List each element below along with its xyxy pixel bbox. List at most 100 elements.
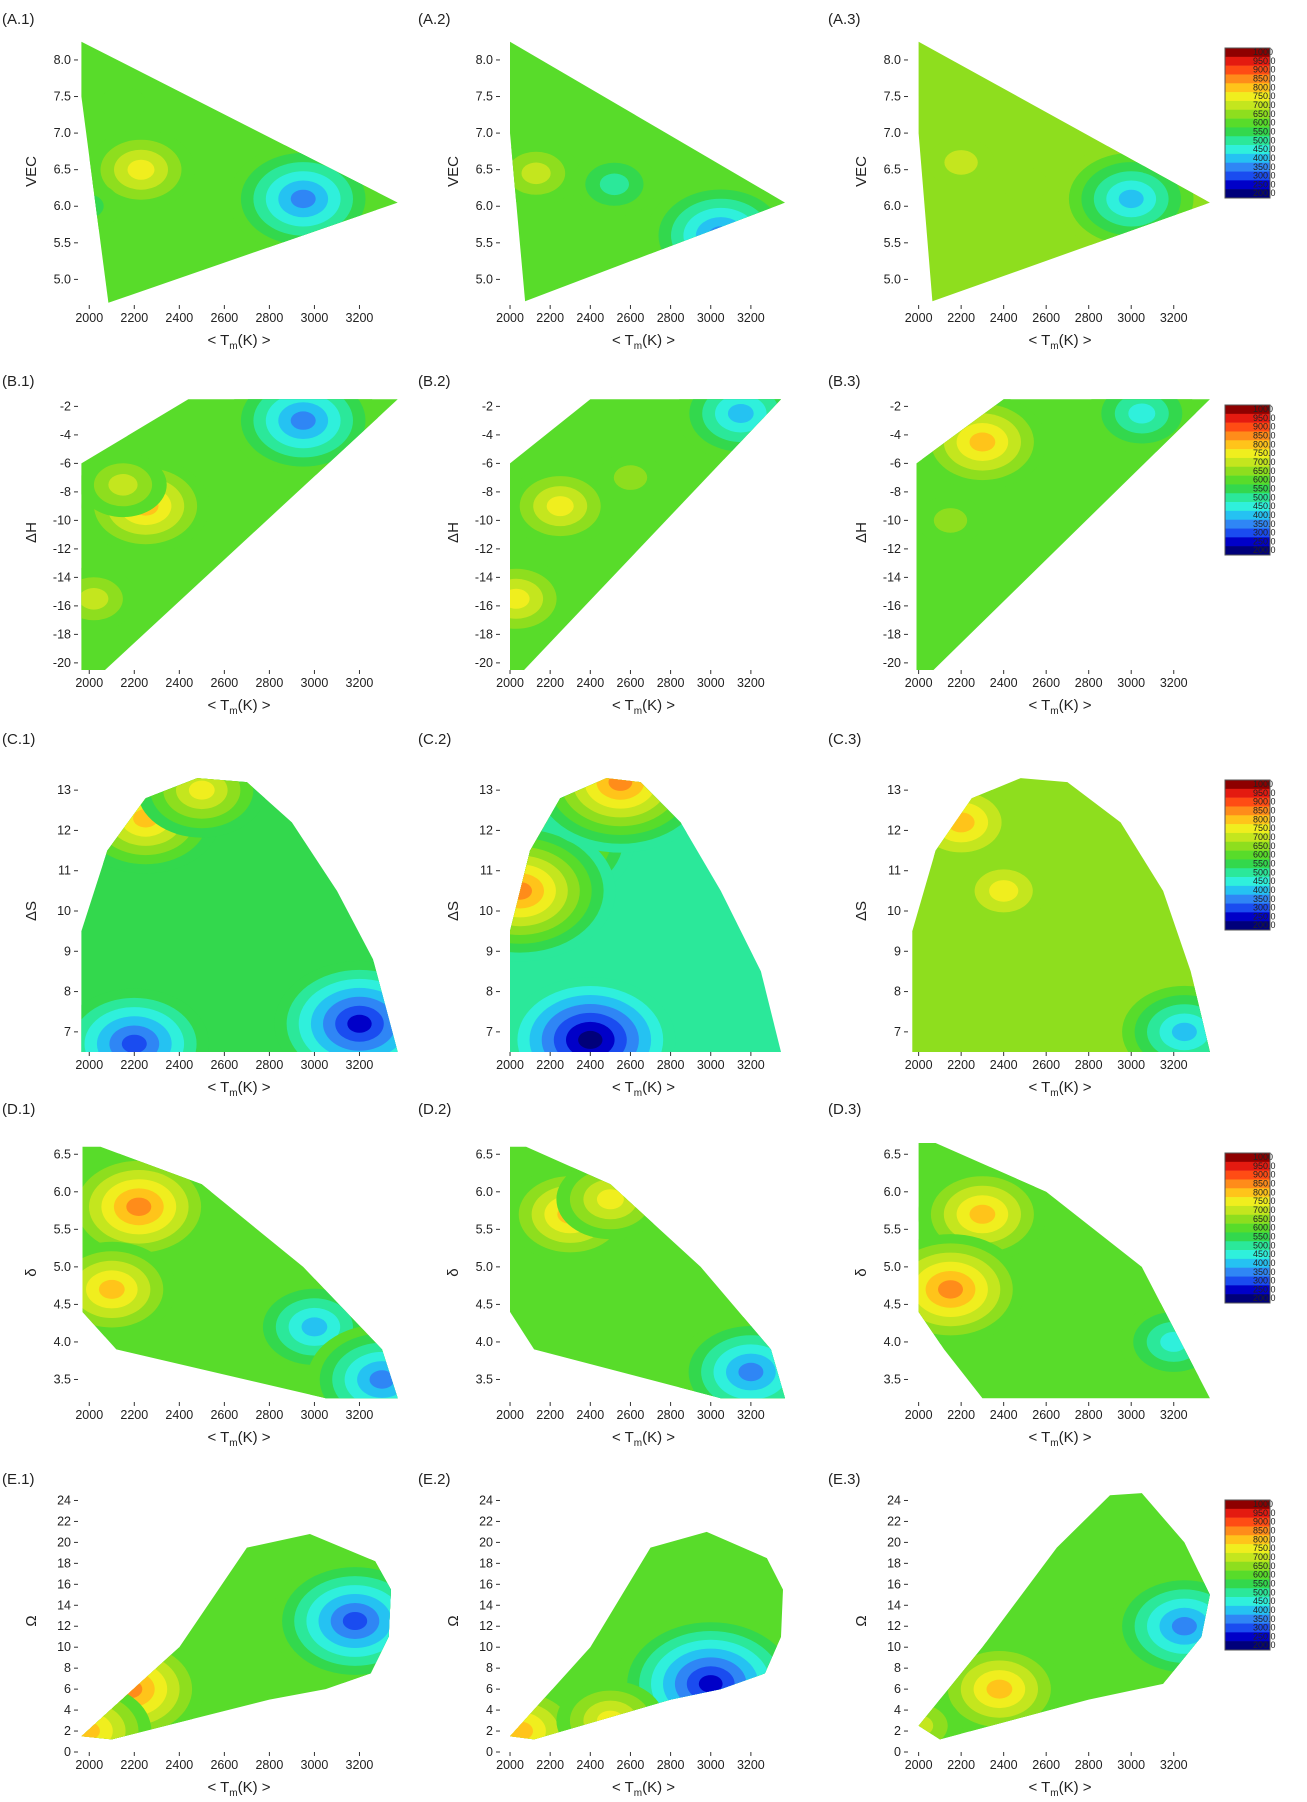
contour-band	[969, 432, 996, 452]
colorbar-swatch	[1225, 1188, 1270, 1198]
y-tick-label: -4	[482, 428, 493, 442]
x-axis-title: < Tm(K) >	[1028, 697, 1091, 717]
y-axis-title: δ	[445, 1268, 462, 1276]
y-tick-label: 7.0	[884, 126, 901, 140]
x-axis-title-sub: m	[1050, 341, 1058, 352]
colorbar-swatch	[1225, 56, 1270, 66]
contour-band	[290, 189, 316, 209]
colorbar-swatch	[1225, 153, 1270, 163]
contour-band	[596, 1189, 624, 1210]
y-tick-label: 5.0	[476, 1260, 493, 1274]
x-tick-label: 2400	[990, 311, 1018, 325]
colorbar-swatch	[1225, 1161, 1270, 1171]
x-axis-title-main: < T	[612, 1079, 634, 1096]
colorbar-label: 800.0	[1253, 1534, 1276, 1544]
colorbar-swatch	[1225, 484, 1270, 494]
y-tick-label: 6.5	[54, 1147, 71, 1161]
chart-panel: (D.2) 2000 2200 2400 2600 2800 3000 3200 3.5 4.0 4…	[418, 1101, 785, 1449]
x-tick-label: 2600	[617, 311, 645, 325]
colorbar-swatch	[1225, 1632, 1270, 1642]
x-tick-label: 2200	[536, 1758, 564, 1772]
colorbar: 1000950.0900.0850.0800.0750.0700.0650.06…	[1224, 1152, 1276, 1304]
colorbar-swatch	[1225, 1285, 1270, 1295]
colorbar-swatch	[1225, 180, 1270, 190]
x-tick-label: 3000	[301, 676, 329, 690]
y-tick-label: -16	[53, 599, 71, 613]
colorbar-label: 600.0	[1253, 1570, 1276, 1580]
colorbar-label: 700.0	[1253, 457, 1276, 467]
x-tick-label: 2000	[905, 1408, 933, 1422]
y-axis-title: Ω	[23, 1615, 40, 1626]
y-tick-label: -10	[475, 513, 493, 527]
colorbar-label: 750.0	[1253, 1543, 1276, 1553]
y-tick-label: 16	[887, 1577, 901, 1591]
y-tick-label: 22	[887, 1514, 901, 1528]
colorbar-label: 300.0	[1253, 1623, 1276, 1633]
colorbar-swatch	[1225, 1579, 1270, 1589]
x-tick-label: 3200	[1160, 1058, 1188, 1072]
x-axis-title-tail: (K) >	[1059, 697, 1092, 714]
y-tick-label: 7.5	[884, 90, 901, 104]
y-tick-label: 9	[64, 944, 71, 958]
panel-label: (A.3)	[828, 11, 861, 28]
y-tick-label: 10	[887, 1640, 901, 1654]
x-tick-label: 2000	[75, 311, 103, 325]
x-axis-title-main: < T	[612, 697, 634, 714]
contour-band	[301, 1317, 328, 1337]
y-tick-label: 4	[64, 1703, 71, 1717]
y-tick-label: 13	[57, 783, 71, 797]
contour-band	[596, 1710, 624, 1731]
x-axis-title-sub: m	[1050, 1438, 1058, 1449]
colorbar-swatch	[1225, 431, 1270, 441]
x-tick-label: 2200	[536, 1408, 564, 1422]
colorbar-frame	[1224, 1152, 1271, 1304]
y-tick-label: -12	[53, 542, 71, 556]
y-tick-label: -12	[883, 542, 901, 556]
x-axis-title-tail: (K) >	[642, 1079, 675, 1096]
x-axis-title: < Tm(K) >	[207, 1079, 270, 1099]
y-tick-label: 2	[64, 1724, 71, 1738]
y-tick-label: 10	[479, 904, 493, 918]
colorbar-label: 900.0	[1253, 65, 1276, 75]
colorbar-swatch	[1225, 1223, 1270, 1233]
colorbar-label: 1000	[1253, 47, 1273, 57]
colorbar-label: 400.0	[1253, 1605, 1276, 1615]
y-tick-label: -18	[53, 627, 71, 641]
x-tick-label: 2600	[1032, 1758, 1060, 1772]
x-axis-title-main: < T	[612, 332, 634, 349]
x-tick-label: 2400	[990, 1408, 1018, 1422]
colorbar-swatch	[1225, 475, 1270, 485]
colorbar-swatch	[1225, 1500, 1270, 1510]
colorbar-swatch	[1225, 1552, 1270, 1563]
y-tick-label: 7.0	[54, 126, 71, 140]
contour-band	[938, 1280, 963, 1299]
y-axis-title: ΔH	[23, 522, 40, 543]
x-tick-label: 2800	[1075, 676, 1103, 690]
colorbar-label: 850.0	[1253, 1179, 1276, 1189]
y-axis-title: Ω	[445, 1615, 462, 1626]
colorbar-label: 550.0	[1253, 858, 1276, 868]
x-tick-label: 2000	[496, 1758, 524, 1772]
colorbar-swatch	[1225, 885, 1270, 895]
x-tick-label: 3200	[737, 1758, 765, 1772]
y-tick-label: 12	[887, 823, 901, 837]
contour-band	[918, 1693, 963, 1740]
y-tick-label: -6	[890, 456, 901, 470]
colorbar: 1000950.0900.0850.0800.0750.0700.0650.06…	[1224, 404, 1276, 556]
panel-label: (B.3)	[828, 373, 861, 390]
contour-fill	[918, 1493, 1210, 1740]
x-tick-label: 3200	[346, 676, 374, 690]
y-tick-label: 14	[479, 1598, 493, 1612]
x-tick-label: 2000	[496, 1408, 524, 1422]
contour-fill	[510, 778, 781, 1052]
x-axis-title-main: < T	[612, 1429, 634, 1446]
x-tick-label: 3000	[697, 676, 725, 690]
colorbar-label: 700.0	[1253, 100, 1276, 110]
colorbar-label: 450.0	[1253, 1596, 1276, 1606]
colorbar-swatch	[1225, 921, 1270, 931]
colorbar-label: 450.0	[1253, 501, 1276, 511]
colorbar-swatch	[1225, 100, 1270, 111]
colorbar: 1000950.0900.0850.0800.0750.0700.0650.06…	[1224, 779, 1276, 931]
contour-band	[510, 1721, 533, 1740]
